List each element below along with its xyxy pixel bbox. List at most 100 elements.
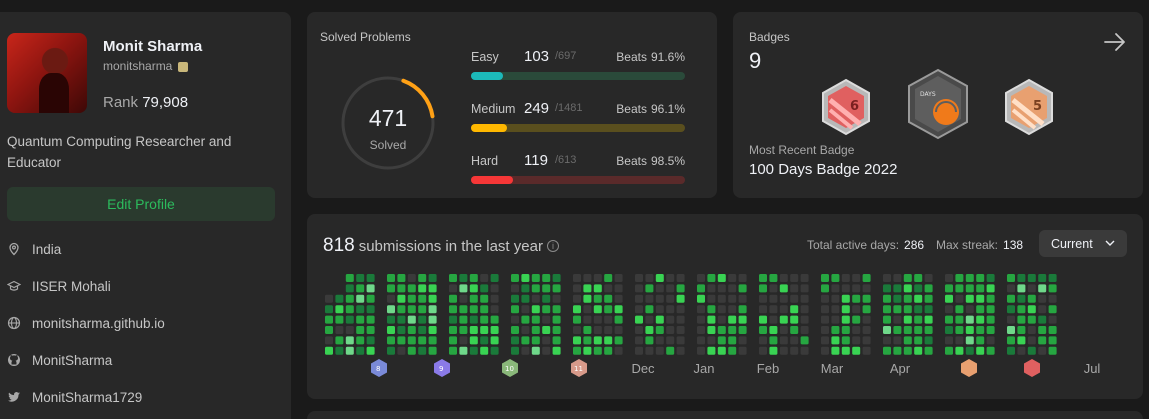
heatmap-cell[interactable] [366,274,375,282]
heatmap-cell[interactable] [645,315,654,324]
heatmap-cell[interactable] [542,326,551,334]
heatmap-cell[interactable] [521,274,530,282]
heatmap-cell[interactable] [852,284,861,293]
heatmap-cell[interactable] [707,336,716,345]
heatmap-cell[interactable] [955,326,964,334]
heatmap-cell[interactable] [1038,346,1047,355]
heatmap-cell[interactable] [976,294,985,303]
heatmap-cell[interactable] [924,274,933,282]
heatmap-cell[interactable] [366,346,375,355]
heatmap-cell[interactable] [418,326,427,334]
github-row[interactable]: MonitSharma [7,350,112,370]
heatmap-cell[interactable] [542,294,551,303]
heatmap-cell[interactable] [779,274,788,282]
heatmap-cell[interactable] [407,336,416,345]
heatmap-cell[interactable] [1007,294,1015,303]
heatmap-cell[interactable] [986,274,995,282]
heatmap-cell[interactable] [604,274,613,282]
6-month-badge-icon[interactable]: 6 [820,78,872,136]
heatmap-cell[interactable] [914,336,923,345]
heatmap-cell[interactable] [345,336,354,345]
heatmap-cell[interactable] [976,326,985,334]
heatmap-cell[interactable] [387,274,395,282]
heatmap-cell[interactable] [728,326,737,334]
heatmap-cell[interactable] [717,315,726,324]
heatmap-cell[interactable] [924,284,933,293]
heatmap-cell[interactable] [717,284,726,293]
heatmap-cell[interactable] [645,274,654,282]
heatmap-cell[interactable] [573,326,581,334]
heatmap-cell[interactable] [480,326,489,334]
heatmap-cell[interactable] [593,346,602,355]
heatmap-cell[interactable] [666,346,675,355]
heatmap-cell[interactable] [511,305,519,314]
heatmap-cell[interactable] [821,284,829,293]
heatmap-cell[interactable] [800,274,809,282]
heatmap-cell[interactable] [552,274,561,282]
heatmap-cell[interactable] [593,305,602,314]
heatmap-cell[interactable] [666,284,675,293]
heatmap-cell[interactable] [945,284,953,293]
heatmap-cell[interactable] [1027,284,1036,293]
heatmap-cell[interactable] [862,294,871,303]
heatmap-cell[interactable] [397,284,406,293]
heatmap-cell[interactable] [1007,346,1015,355]
heatmap-cell[interactable] [397,346,406,355]
heatmap-cell[interactable] [366,294,375,303]
heatmap-cell[interactable] [387,346,395,355]
heatmap-cell[interactable] [531,346,540,355]
heatmap-cell[interactable] [769,305,778,314]
heatmap-cell[interactable] [800,315,809,324]
heatmap-cell[interactable] [893,326,902,334]
heatmap-cell[interactable] [728,305,737,314]
heatmap-cell[interactable] [945,294,953,303]
avatar[interactable] [7,33,87,113]
heatmap-cell[interactable] [976,346,985,355]
heatmap-cell[interactable] [573,284,581,293]
heatmap-cell[interactable] [407,315,416,324]
heatmap-cell[interactable] [397,336,406,345]
heatmap-cell[interactable] [728,284,737,293]
heatmap-cell[interactable] [449,336,457,345]
arrow-right-icon[interactable] [1103,31,1127,53]
heatmap-cell[interactable] [531,336,540,345]
heatmap-cell[interactable] [697,305,705,314]
heatmap-cell[interactable] [738,346,747,355]
heatmap-cell[interactable] [387,336,395,345]
heatmap-cell[interactable] [790,326,799,334]
heatmap-cell[interactable] [490,326,499,334]
heatmap-cell[interactable] [1027,294,1036,303]
heatmap-cell[interactable] [738,305,747,314]
heatmap-cell[interactable] [1007,336,1015,345]
heatmap-cell[interactable] [976,284,985,293]
heatmap-cell[interactable] [531,326,540,334]
heatmap-cell[interactable] [480,294,489,303]
heatmap-cell[interactable] [614,274,623,282]
heatmap-cell[interactable] [945,315,953,324]
heatmap-cell[interactable] [790,336,799,345]
heatmap-cell[interactable] [790,305,799,314]
heatmap-cell[interactable] [614,326,623,334]
website-row[interactable]: monitsharma.github.io [7,313,165,333]
heatmap-cell[interactable] [903,294,912,303]
heatmap-cell[interactable] [428,294,437,303]
heatmap-cell[interactable] [976,305,985,314]
heatmap-cell[interactable] [769,346,778,355]
heatmap-cell[interactable] [552,305,561,314]
heatmap-cell[interactable] [862,284,871,293]
heatmap-cell[interactable] [531,294,540,303]
heatmap-cell[interactable] [800,326,809,334]
heatmap-cell[interactable] [469,294,478,303]
heatmap-cell[interactable] [945,346,953,355]
heatmap-cell[interactable] [511,315,519,324]
heatmap-cell[interactable] [676,336,685,345]
heatmap-cell[interactable] [697,284,705,293]
heatmap-cell[interactable] [449,294,457,303]
heatmap-cell[interactable] [387,305,395,314]
heatmap-cell[interactable] [841,305,850,314]
heatmap-cell[interactable] [325,326,333,334]
heatmap-cell[interactable] [418,305,427,314]
heatmap-cell[interactable] [449,305,457,314]
heatmap-cell[interactable] [738,315,747,324]
heatmap-cell[interactable] [893,305,902,314]
